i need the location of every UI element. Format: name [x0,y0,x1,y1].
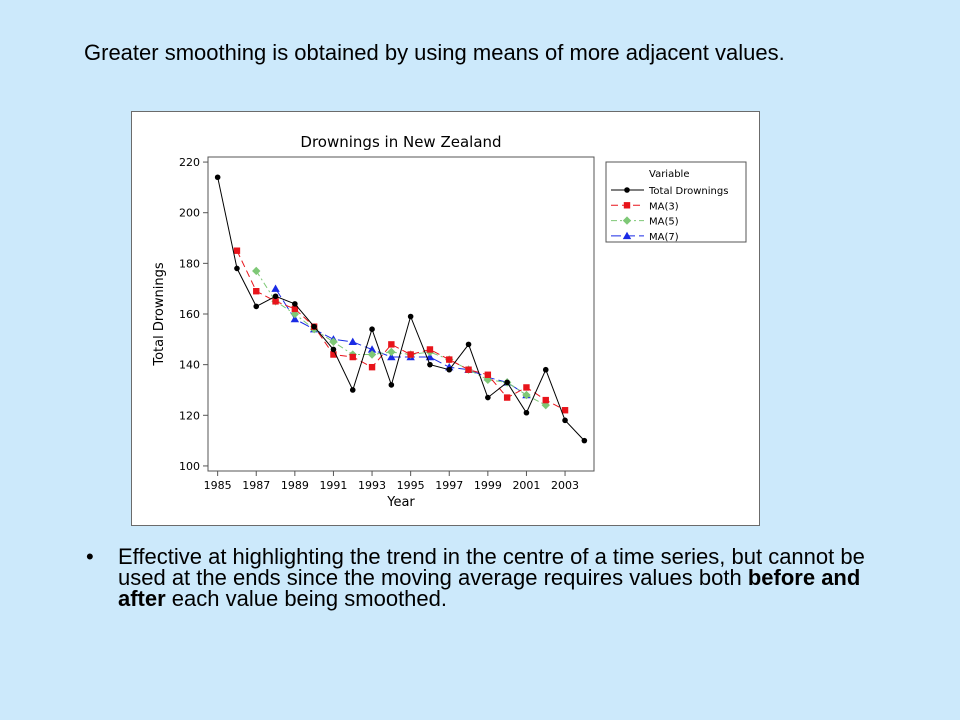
legend-marker [622,231,632,240]
series-line [255,270,547,406]
bullet-text: Effective at highlighting the trend in t… [118,544,874,611]
data-point [446,356,453,363]
data-point [330,346,337,353]
legend-label: Total Drownings [648,186,728,197]
series-ma-5 [252,266,550,410]
data-point [290,314,300,323]
data-point [367,350,377,359]
data-point [271,284,280,292]
y-tick-label: 120 [179,409,200,422]
drownings-chart: Drownings in New Zealand 100 120 140 160 180 2… [152,133,747,510]
x-tick-label: 1993 [358,479,386,492]
slide-heading: Greater smoothing is obtained by using m… [84,40,785,65]
chart-figure: Drownings in New Zealand 100 120 140 160 180 2… [131,111,760,526]
data-point [581,437,588,444]
legend-marker [623,202,631,209]
data-point [253,288,260,295]
legend-label: MA(5) [649,217,679,228]
x-tick-label: 1985 [204,479,232,492]
data-point [485,394,491,401]
data-point [561,407,569,414]
data-point [348,337,357,346]
y-tick-label: 220 [179,156,200,169]
data-point [349,353,356,361]
data-point [214,174,221,181]
data-point [234,265,240,272]
data-point [233,247,241,254]
x-tick-label: 1995 [397,479,425,492]
bullet-marker: • [86,544,94,569]
x-axis-label: Year [386,495,415,510]
legend-label: MA(7) [649,232,679,243]
legend-title: Variable [649,169,690,180]
data-point [503,394,511,401]
legend-box [605,161,747,243]
legend-item: MA(7) [611,231,679,243]
data-point [253,303,260,310]
data-point [542,366,549,373]
x-tick-label: 1991 [319,479,347,492]
series-total-drownings [214,174,588,444]
y-tick-label: 200 [179,207,200,220]
bullet-text-emphasis: before and after [118,565,861,611]
legend-marker [622,216,632,225]
data-point [367,345,377,353]
x-tick-label: 2001 [512,479,540,492]
x-tick-label: 1989 [281,479,309,492]
legend-item: MA(5) [611,216,679,228]
legend-item: Total Drownings [611,186,728,197]
data-point [426,346,434,353]
data-point [542,396,549,404]
x-tick-label: 1997 [435,479,463,492]
bullet-text-start: Effective at highlighting the trend in t… [118,544,865,590]
data-point [329,337,338,347]
data-point [562,417,568,424]
data-point [523,409,530,416]
data-point [349,387,356,393]
chart-title: Drownings in New Zealand [300,133,501,151]
data-point [369,326,375,332]
series-line [217,177,585,441]
data-point [465,341,472,348]
series-line [236,250,566,411]
data-point [387,347,396,357]
x-tick-label: 1987 [242,479,270,492]
data-point [427,361,433,368]
data-point [311,323,317,330]
x-tick-label: 2003 [551,479,579,492]
data-point [407,313,414,320]
data-point [252,266,261,276]
data-point [407,351,414,358]
data-point [388,341,395,348]
bullet-point: • Effective at highlighting the trend in… [84,544,874,611]
data-point [272,293,279,300]
y-tick-label: 160 [179,308,200,321]
data-point [330,351,337,358]
data-point [272,298,279,305]
data-point [504,379,510,386]
y-tick-label: 180 [179,257,200,270]
legend-item: MA(3) [611,201,679,212]
bullet-text-end: each value being smoothed. [165,586,447,611]
y-tick-label: 100 [179,460,200,473]
legend-marker [624,187,630,193]
plot-area [207,156,595,472]
data-point [291,305,299,313]
y-tick-label: 140 [179,359,200,372]
x-tick-label: 1999 [474,479,502,492]
data-point [368,363,376,371]
y-axis-label: Total Drownings [152,262,167,366]
data-point [523,384,530,391]
data-point [388,382,395,388]
legend-label: MA(3) [649,201,679,212]
data-point [465,366,472,373]
data-point [446,366,453,373]
data-point [292,301,298,307]
data-point [484,371,492,378]
series-ma-3 [233,247,569,414]
data-point [387,352,396,361]
series-ma-7 [271,284,531,399]
